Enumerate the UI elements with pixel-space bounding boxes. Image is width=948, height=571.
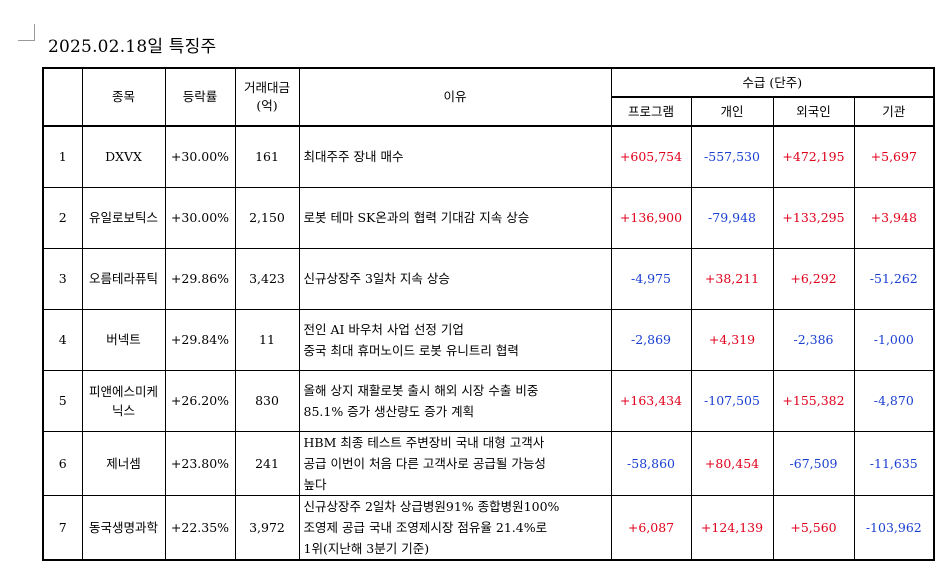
- cell-rank: 1: [42, 125, 83, 188]
- cell-name: DXVX: [81, 125, 166, 188]
- cell-change: +29.84%: [164, 308, 236, 371]
- cell-program: +605,754: [610, 125, 692, 188]
- header-change: 등락률: [164, 67, 236, 127]
- table-row: 1 DXVX +30.00% 161 최대주주 장내 매수 +605,754 -557,53…: [42, 125, 935, 188]
- cell-name: 유일로보틱스: [81, 186, 166, 249]
- cell-foreign: -67,509: [772, 430, 855, 496]
- header-flow-group: 수급 (단주): [610, 67, 935, 98]
- header-institution: 기관: [853, 96, 935, 127]
- reason-line: 85.1% 증가 생산량도 증가 계획: [303, 403, 475, 419]
- page-corner-mark: [18, 24, 35, 41]
- cell-program: +6,087: [610, 494, 692, 560]
- cell-program: +163,434: [610, 369, 692, 432]
- reason-line: 신규상장주 2일차 상급병원91% 종합병원100%: [303, 498, 560, 514]
- cell-name: 피앤에스미케닉스: [81, 369, 166, 432]
- cell-foreign: -2,386: [772, 308, 855, 371]
- cell-individual: +124,139: [690, 494, 774, 560]
- cell-foreign: +5,560: [772, 494, 855, 560]
- reason-line: 높다: [303, 476, 327, 492]
- cell-individual: +38,211: [690, 247, 774, 310]
- cell-reason: 최대주주 장내 매수: [298, 125, 612, 188]
- cell-individual: -79,948: [690, 186, 774, 249]
- cell-rank: 2: [42, 186, 83, 249]
- reason-line: 신규상장주 3일차 지속 상승: [303, 271, 450, 286]
- table-row: 7 동국생명과학 +22.35% 3,972 신규상장주 2일차 상급병원91% 종합병…: [42, 494, 935, 560]
- reason-line: 1위(지난해 3분기 기준): [303, 540, 430, 556]
- cell-rank: 4: [42, 308, 83, 371]
- reason-line: 중국 최대 휴머노이드 로봇 유니트리 협력: [303, 342, 519, 358]
- cell-reason: 올해 상지 재활로봇 출시 해외 시장 수출 비중 85.1% 증가 생산량도 증…: [298, 369, 612, 432]
- cell-volume: 830: [234, 369, 300, 432]
- page-title: 2025.02.18일 특징주: [48, 37, 217, 57]
- header-volume: 거래대금 (억): [234, 67, 300, 127]
- cell-name: 오름테라퓨틱: [81, 247, 166, 310]
- cell-volume: 3,423: [234, 247, 300, 310]
- header-rank: [42, 67, 83, 127]
- cell-rank: 3: [42, 247, 83, 310]
- reason-line: HBM 최종 테스트 주변장비 국내 대형 고객사: [303, 434, 545, 450]
- cell-change: +23.80%: [164, 430, 236, 496]
- header-name: 종목: [81, 67, 166, 127]
- reason-line: 최대주주 장내 매수: [303, 149, 404, 165]
- table-row: 5 피앤에스미케닉스 +26.20% 830 올해 상지 재활로봇 출시 해외 시장 수…: [42, 369, 935, 432]
- cell-volume: 161: [234, 125, 300, 188]
- cell-reason: 신규상장주 3일차 지속 상승: [298, 247, 612, 310]
- cell-institution: -11,635: [853, 430, 935, 496]
- featured-stocks-table: 종목 등락률 거래대금 (억) 이유 수급 (단주) 프로그램 개인 외국인 기…: [42, 67, 936, 561]
- cell-program: -2,869: [610, 308, 692, 371]
- cell-volume: 11: [234, 308, 300, 371]
- cell-volume: 3,972: [234, 494, 300, 560]
- reason-line: 올해 상지 재활로봇 출시 해외 시장 수출 비중: [303, 382, 539, 398]
- reason-line: 전인 AI 바우처 사업 선정 기업: [303, 321, 464, 337]
- cell-individual: -557,530: [690, 125, 774, 188]
- cell-reason: 로봇 테마 SK온과의 협력 기대감 지속 상승: [298, 186, 612, 249]
- cell-program: +136,900: [610, 186, 692, 249]
- reason-line: 조영제 공급 국내 조영제시장 점유율 21.4%로: [303, 519, 548, 535]
- reason-line: 로봇 테마 SK온과의 협력 기대감 지속 상승: [303, 210, 530, 225]
- table-row: 2 유일로보틱스 +30.00% 2,150 로봇 테마 SK온과의 협력 기대감 지속…: [42, 186, 935, 249]
- table-row: 3 오름테라퓨틱 +29.86% 3,423 신규상장주 3일차 지속 상승 -4,975…: [42, 247, 935, 310]
- cell-institution: +5,697: [853, 125, 935, 188]
- cell-institution: -51,262: [853, 247, 935, 310]
- header-volume-line1: 거래대금: [243, 80, 290, 95]
- cell-institution: -103,962: [853, 494, 935, 560]
- cell-name: 동국생명과학: [81, 494, 166, 560]
- cell-change: +30.00%: [164, 125, 236, 188]
- cell-individual: +80,454: [690, 430, 774, 496]
- cell-individual: -107,505: [690, 369, 774, 432]
- reason-line: 공급 이번이 처음 다른 고객사로 공급될 가능성: [303, 455, 546, 471]
- header-foreign: 외국인: [772, 96, 855, 127]
- cell-foreign: +6,292: [772, 247, 855, 310]
- cell-foreign: +472,195: [772, 125, 855, 188]
- cell-reason: 신규상장주 2일차 상급병원91% 종합병원100% 조영제 공급 국내 조영제시…: [298, 494, 612, 560]
- cell-rank: 6: [42, 430, 83, 496]
- cell-change: +22.35%: [164, 494, 236, 560]
- cell-change: +30.00%: [164, 186, 236, 249]
- cell-foreign: +155,382: [772, 369, 855, 432]
- header-program: 프로그램: [610, 96, 692, 127]
- cell-foreign: +133,295: [772, 186, 855, 249]
- cell-volume: 241: [234, 430, 300, 496]
- cell-individual: +4,319: [690, 308, 774, 371]
- cell-change: +26.20%: [164, 369, 236, 432]
- cell-institution: +3,948: [853, 186, 935, 249]
- cell-name: 버넥트: [81, 308, 166, 371]
- cell-institution: -1,000: [853, 308, 935, 371]
- cell-name: 제너셈: [81, 430, 166, 496]
- cell-change: +29.86%: [164, 247, 236, 310]
- cell-volume: 2,150: [234, 186, 300, 249]
- cell-rank: 5: [42, 369, 83, 432]
- header-reason: 이유: [298, 67, 612, 127]
- cell-institution: -4,870: [853, 369, 935, 432]
- cell-program: -4,975: [610, 247, 692, 310]
- header-individual: 개인: [690, 96, 774, 127]
- cell-rank: 7: [42, 494, 83, 560]
- header-volume-line2: (억): [256, 98, 278, 113]
- cell-program: -58,860: [610, 430, 692, 496]
